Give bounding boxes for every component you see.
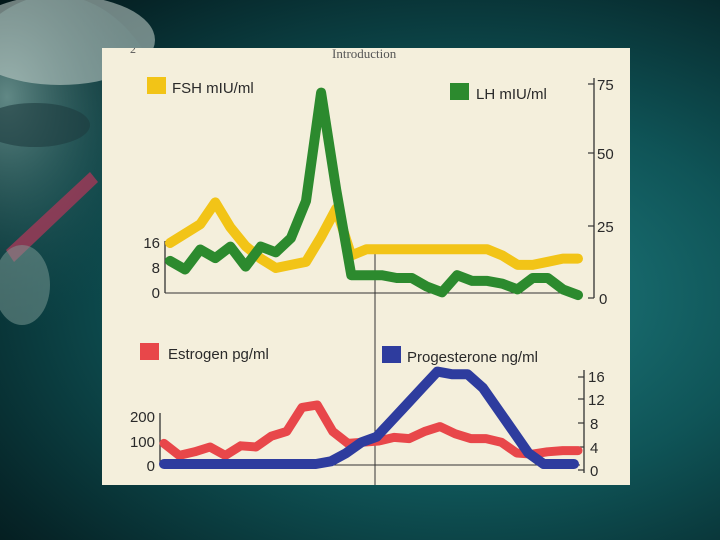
bottom-right-tick-16: 16 bbox=[588, 369, 605, 386]
hormone-charts: 2 Introduction FSH mIU/ml LH mIU/ml 16 8… bbox=[130, 48, 614, 485]
legend-label-progesterone: Progesterone ng/ml bbox=[407, 349, 538, 366]
legend-label-estrogen: Estrogen pg/ml bbox=[168, 346, 269, 363]
photo-hand-shape bbox=[0, 245, 50, 325]
top-left-tick-8: 8 bbox=[152, 260, 160, 277]
bottom-left-tick-0: 0 bbox=[147, 458, 155, 475]
legend-label-lh: LH mIU/ml bbox=[476, 86, 547, 103]
running-head: Introduction bbox=[332, 48, 397, 61]
legend-swatch-estrogen bbox=[140, 343, 159, 360]
top-left-tick-16: 16 bbox=[143, 235, 160, 252]
top-right-tick-50: 50 bbox=[597, 146, 614, 163]
legend-swatch-lh bbox=[450, 83, 469, 100]
top-right-tick-0: 0 bbox=[599, 291, 607, 308]
bottom-right-tick-0: 0 bbox=[590, 463, 598, 480]
photo-eyes-shape bbox=[0, 103, 90, 147]
bottom-right-tick-8: 8 bbox=[590, 416, 598, 433]
syringe-icon bbox=[6, 172, 98, 262]
series-line-progesterone bbox=[159, 366, 579, 469]
top-right-tick-25: 25 bbox=[597, 219, 614, 236]
top-left-tick-0: 0 bbox=[152, 285, 160, 302]
series-line-lh bbox=[165, 87, 583, 301]
top-right-tick-75: 75 bbox=[597, 77, 614, 94]
bottom-right-tick-12: 12 bbox=[588, 392, 605, 409]
legend-label-fsh: FSH mIU/ml bbox=[172, 80, 254, 97]
page-number: 2 bbox=[130, 48, 136, 56]
bottom-left-tick-100: 100 bbox=[130, 434, 155, 451]
bottom-right-tick-4: 4 bbox=[590, 440, 598, 457]
textbook-page-image: 2 Introduction FSH mIU/ml LH mIU/ml 16 8… bbox=[102, 48, 630, 485]
bottom-left-tick-200: 200 bbox=[130, 409, 155, 426]
legend-swatch-progesterone bbox=[382, 346, 401, 363]
series-line-fsh bbox=[165, 197, 583, 273]
legend-swatch-fsh bbox=[147, 77, 166, 94]
